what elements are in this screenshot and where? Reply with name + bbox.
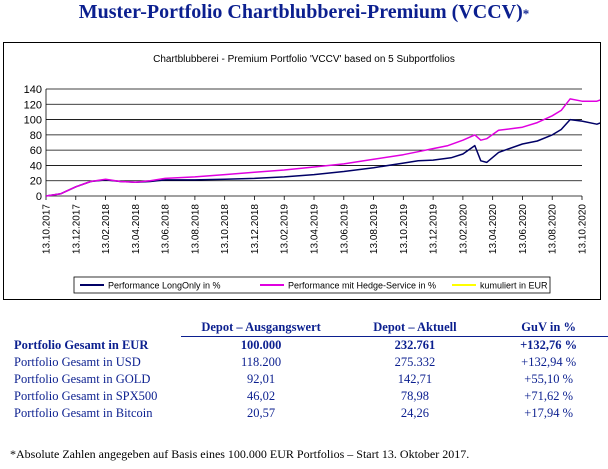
y-tick-label: 20 — [30, 176, 42, 188]
legend-label-longonly: Performance LongOnly in % — [108, 281, 221, 291]
header-aktuell: Depot – Aktuell — [340, 318, 490, 337]
y-tick-label: 80 — [30, 130, 42, 142]
legend-label-hedge: Performance mit Hedge-Service in % — [288, 281, 436, 291]
header-ausgangswert: Depot – Ausgangswert — [181, 318, 341, 337]
chart-title: Chartblubberei - Premium Portfolio 'VCCV… — [153, 54, 455, 65]
row-aktuell: 142,71 — [397, 372, 433, 386]
y-tick-label: 140 — [24, 84, 42, 96]
header-label — [14, 318, 181, 337]
y-tick-label: 120 — [24, 99, 42, 111]
x-tick-label: 13.12.2019 — [429, 204, 440, 254]
table-row: Portfolio Gesamt in USD 118.200 275.332 … — [14, 354, 608, 371]
legend-label-kumuliert: kumuliert in EUR — [480, 281, 548, 291]
x-tick-label: 13.12.2018 — [250, 204, 261, 254]
chart-grid — [45, 88, 582, 197]
chart-series — [45, 98, 600, 197]
x-tick-label: 13.10.2017 — [42, 204, 53, 254]
x-tick-label: 13.08.2018 — [190, 204, 201, 254]
x-axis-ticks: 13.10.2017 13.12.2017 13.02.2018 13.04.2018… — [42, 196, 589, 254]
y-axis-ticks: 0 20 40 60 80 100 120 140 — [24, 84, 42, 203]
table-row: Portfolio Gesamt in SPX500 46,02 78,98 +… — [14, 388, 608, 405]
row-aktuell: 24,26 — [400, 406, 430, 420]
x-tick-label: 13.10.2019 — [399, 204, 410, 254]
row-label: Portfolio Gesamt in EUR — [14, 337, 149, 352]
row-label: Portfolio Gesamt in USD — [14, 355, 141, 369]
row-guv: +132,94 % — [521, 355, 577, 369]
page-title-text: Muster-Portfolio Chartblubberei-Premium … — [78, 1, 523, 23]
footnote: *Absolute Zahlen angegeben auf Basis ein… — [10, 447, 470, 461]
row-label: Portfolio Gesamt in SPX500 — [14, 389, 158, 403]
row-aktuell: 78,98 — [400, 389, 430, 403]
row-ausgangswert: 100.000 — [240, 338, 282, 352]
table-row: Portfolio Gesamt in Bitcoin 20,57 24,26 … — [14, 405, 608, 422]
page-title: Muster-Portfolio Chartblubberei-Premium … — [0, 1, 608, 24]
y-tick-label: 60 — [30, 145, 42, 157]
table-header-row: Depot – Ausgangswert Depot – Aktuell GuV… — [14, 318, 608, 337]
table-row: Portfolio Gesamt in EUR 100.000 232.761 … — [14, 337, 608, 355]
x-tick-label: 13.06.2018 — [161, 204, 172, 254]
x-tick-label: 13.10.2018 — [220, 204, 231, 254]
x-tick-label: 13.08.2020 — [548, 204, 559, 254]
portfolio-summary-table: Depot – Ausgangswert Depot – Aktuell GuV… — [14, 318, 608, 422]
row-ausgangswert: 46,02 — [247, 389, 276, 403]
row-guv: +132,76 % — [520, 338, 578, 352]
chart-frame: Chartblubberei - Premium Portfolio 'VCCV… — [3, 42, 601, 300]
x-tick-label: 13.06.2019 — [339, 204, 350, 254]
row-aktuell: 275.332 — [394, 355, 436, 369]
row-guv: +71,62 % — [524, 389, 573, 403]
header-guv: GuV in % — [489, 318, 608, 337]
row-ausgangswert: 92,01 — [247, 372, 276, 386]
row-label: Portfolio Gesamt in Bitcoin — [14, 406, 153, 420]
x-tick-label: 13.02.2020 — [458, 204, 469, 254]
x-tick-label: 13.02.2019 — [280, 204, 291, 254]
x-tick-label: 13.10.2020 — [578, 204, 589, 254]
page-title-mark: * — [522, 6, 530, 21]
performance-chart: Chartblubberei - Premium Portfolio 'VCCV… — [24, 54, 600, 294]
row-ausgangswert: 20,57 — [247, 406, 276, 420]
row-guv: +55,10 % — [524, 372, 573, 386]
table-row: Portfolio Gesamt in GOLD 92,01 142,71 +5… — [14, 371, 608, 388]
row-label: Portfolio Gesamt in GOLD — [14, 372, 151, 386]
row-ausgangswert: 118.200 — [240, 355, 282, 369]
x-tick-label: 13.12.2017 — [71, 204, 82, 254]
legend-box — [73, 276, 551, 294]
chart-legend: Performance LongOnly in % Performance mi… — [73, 276, 551, 294]
x-tick-label: 13.08.2019 — [369, 204, 380, 254]
x-tick-label: 13.04.2018 — [131, 204, 142, 254]
y-tick-label: 0 — [36, 191, 42, 203]
x-tick-label: 13.06.2020 — [518, 204, 529, 254]
series-line-0 — [45, 118, 600, 197]
x-tick-label: 13.02.2018 — [101, 204, 112, 254]
y-tick-label: 40 — [30, 160, 42, 172]
row-guv: +17,94 % — [524, 406, 573, 420]
y-tick-label: 100 — [24, 115, 42, 127]
series-line-1 — [45, 98, 600, 197]
x-tick-label: 13.04.2019 — [310, 204, 321, 254]
row-aktuell: 232.761 — [394, 338, 436, 352]
x-tick-label: 13.04.2020 — [488, 204, 499, 254]
